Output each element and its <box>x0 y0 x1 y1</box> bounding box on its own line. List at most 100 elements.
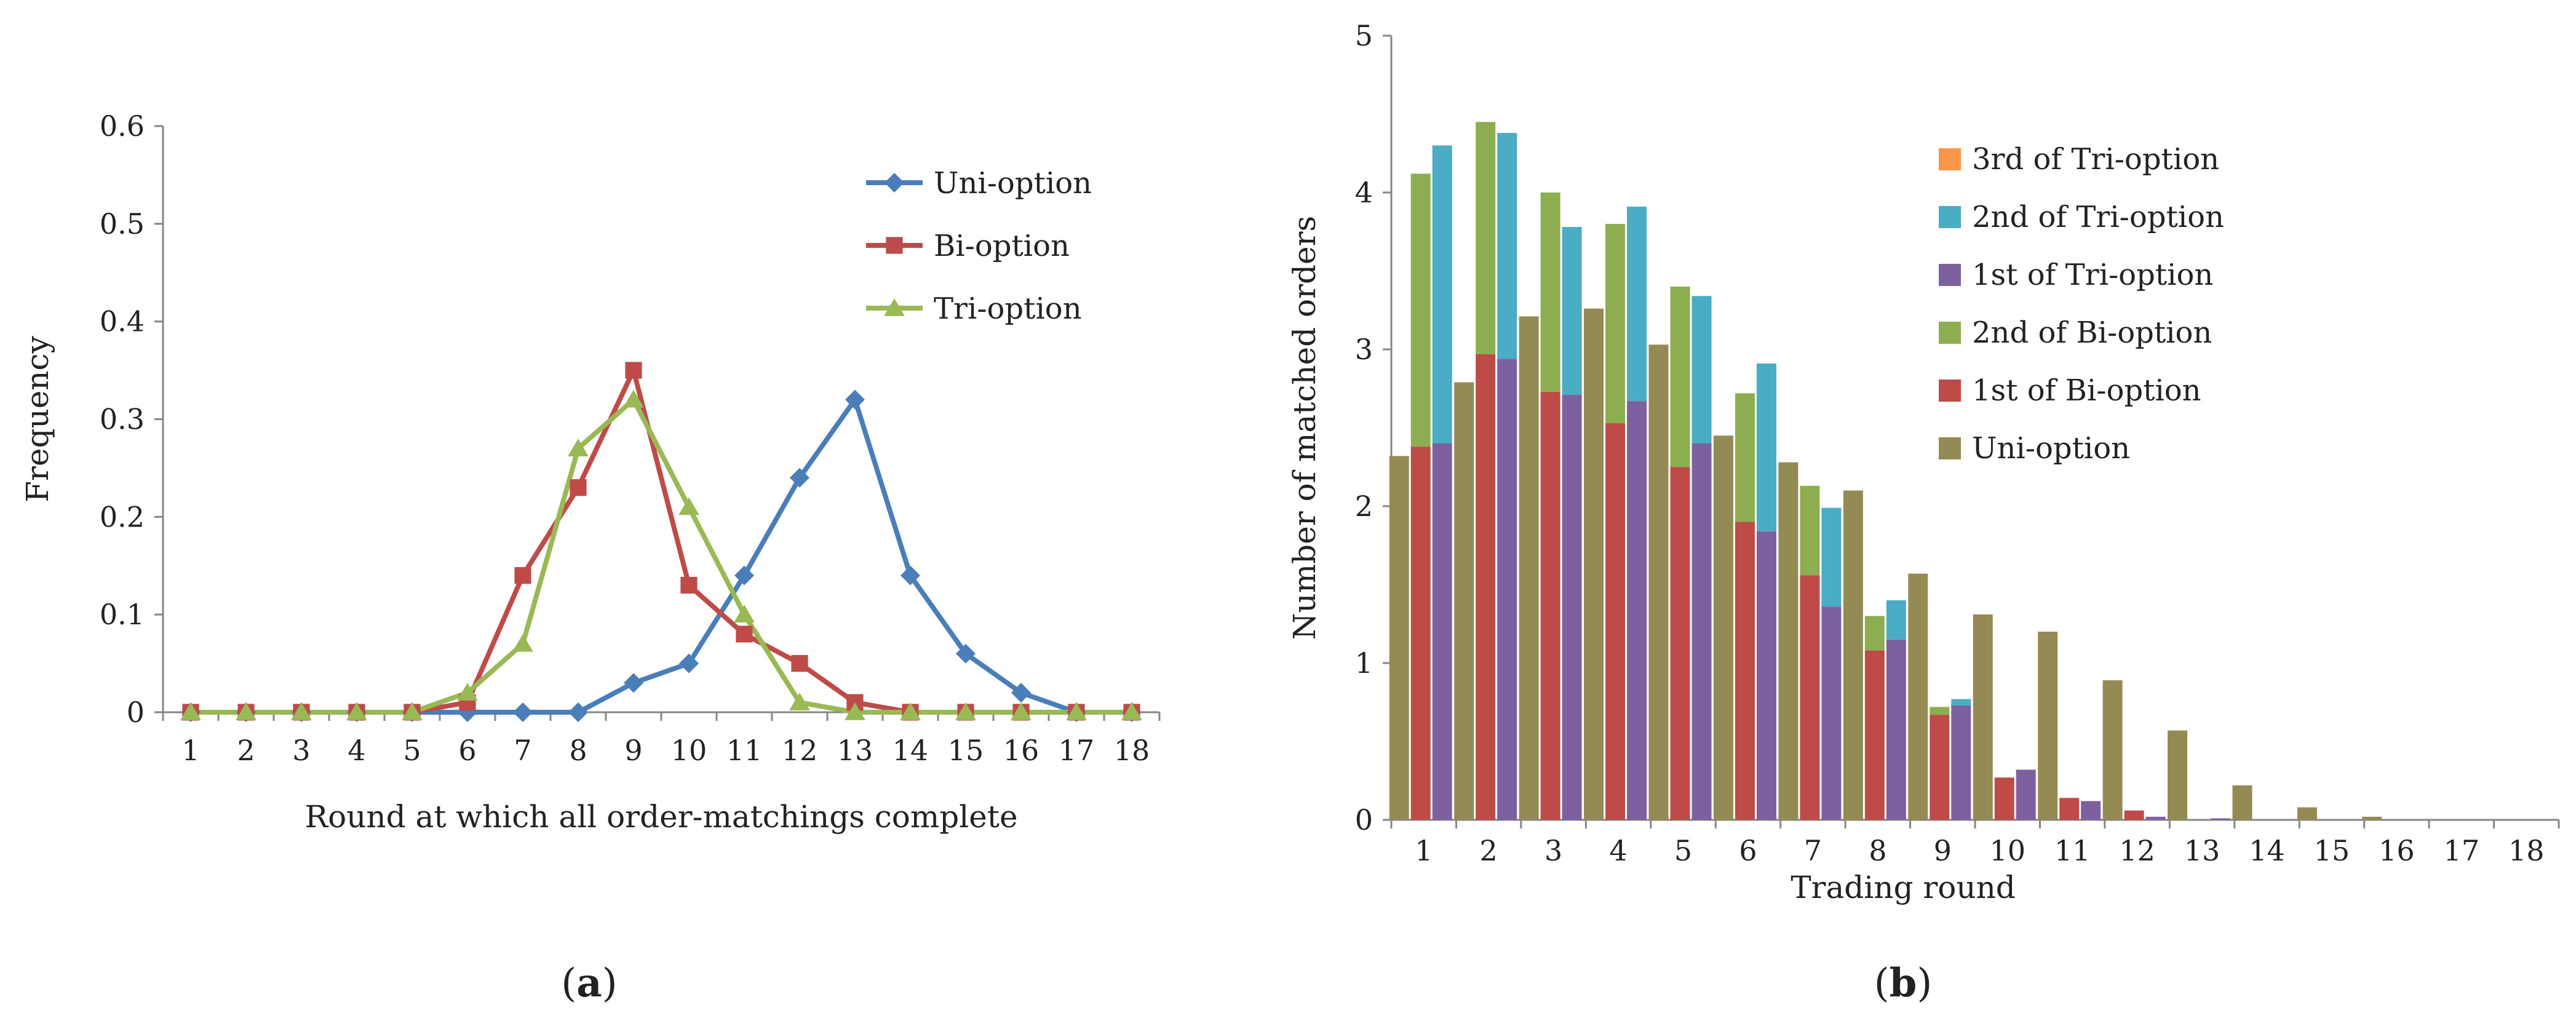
x-tick-label-b: 18 <box>2508 834 2545 867</box>
data-point-tri-option <box>1121 702 1142 720</box>
x-tick-label-a: 7 <box>514 734 531 767</box>
data-point-tri-option <box>568 439 589 456</box>
x-tick-label-b: 6 <box>1739 834 1757 867</box>
data-point-uni-option <box>624 673 643 693</box>
data-point-tri-option <box>734 605 755 622</box>
bar-2nd-of-bi-option <box>1735 393 1755 522</box>
bar-1st-of-tri-option <box>1821 606 1842 820</box>
data-point-uni-option <box>679 653 699 673</box>
bar-1st-of-bi-option <box>1930 715 1950 820</box>
bar-uni-option <box>1908 573 1928 820</box>
bar-2nd-of-tri-option <box>1951 699 1971 705</box>
data-point-uni-option <box>845 389 865 410</box>
bar-2nd-of-tri-option <box>1691 296 1712 443</box>
legend-label-a: Uni-option <box>934 166 1092 201</box>
legend-marker-tri-option <box>884 298 905 316</box>
data-point-bi-option <box>570 479 587 496</box>
bar-2nd-of-bi-option <box>1605 224 1626 423</box>
data-point-tri-option <box>236 702 256 720</box>
bar-uni-option <box>1584 308 1604 820</box>
x-tick-label-a: 3 <box>292 734 310 767</box>
data-point-tri-option <box>900 702 921 720</box>
bar-1st-of-bi-option <box>1540 391 1560 820</box>
x-tick-label-a: 16 <box>1003 734 1040 767</box>
data-point-tri-option <box>845 702 865 720</box>
bar-1st-of-tri-option <box>1691 443 1712 820</box>
legend-marker-bi-option <box>886 237 903 254</box>
data-point-uni-option <box>900 565 920 586</box>
bar-2nd-of-tri-option <box>1627 206 1647 402</box>
legend-label-a: Tri-option <box>934 292 1082 326</box>
bar-1st-of-tri-option <box>2016 769 2036 820</box>
bar-1st-of-tri-option <box>1886 639 1906 820</box>
bar-2nd-of-tri-option <box>1886 600 1906 640</box>
x-tick-label-a: 4 <box>348 734 365 767</box>
bar-1st-of-tri-option <box>2081 801 2101 820</box>
bar-1st-of-bi-option <box>1800 575 1820 820</box>
bar-uni-option <box>2232 785 2252 820</box>
x-tick-label-a: 8 <box>569 734 587 767</box>
x-tick-label-a: 15 <box>948 734 984 767</box>
bar-1st-of-tri-option <box>1627 401 1647 820</box>
x-tick-label-b: 12 <box>2119 834 2155 867</box>
data-point-uni-option <box>790 467 809 488</box>
data-point-uni-option <box>568 702 588 722</box>
data-point-tri-option <box>678 497 699 515</box>
legend-swatch-1st-of-tri-option <box>1939 264 1961 286</box>
legend-label-a: Bi-option <box>934 229 1070 263</box>
data-point-uni-option <box>1011 683 1031 703</box>
y-tick-label-b: 5 <box>1355 19 1373 52</box>
bar-uni-option <box>2362 816 2382 820</box>
data-point-bi-option <box>680 576 698 594</box>
bar-uni-option <box>2168 730 2188 820</box>
x-tick-label-b: 9 <box>1934 834 1952 867</box>
x-tick-label-a: 18 <box>1114 734 1150 767</box>
y-axis-label-b: Number of matched orders <box>1287 216 1322 640</box>
y-tick-label-a: 0.3 <box>100 403 145 436</box>
series-line-bi-option <box>191 368 1132 715</box>
y-tick-label-b: 4 <box>1355 176 1373 209</box>
data-point-uni-option <box>956 643 976 664</box>
bar-1st-of-tri-option <box>1432 443 1452 820</box>
bar-1st-of-tri-option <box>1562 394 1582 820</box>
legend-label-b: 2nd of Tri-option <box>1972 200 2224 234</box>
bar-1st-of-bi-option <box>1670 467 1690 820</box>
data-point-tri-option <box>291 702 312 720</box>
legend-label-b: 3rd of Tri-option <box>1972 142 2219 177</box>
bar-1st-of-tri-option <box>2211 818 2231 820</box>
data-point-bi-option <box>514 567 531 584</box>
x-tick-label-a: 14 <box>892 734 929 767</box>
bar-uni-option <box>2102 680 2123 820</box>
bar-2nd-of-tri-option <box>1821 507 1842 607</box>
x-tick-label-b: 4 <box>1609 834 1627 867</box>
bar-2nd-of-bi-option <box>1410 173 1431 447</box>
x-tick-label-b: 3 <box>1544 834 1562 867</box>
x-tick-label-b: 13 <box>2184 834 2220 867</box>
series-line-uni-option <box>191 397 1132 715</box>
x-tick-label-b: 8 <box>1869 834 1886 867</box>
x-axis-label-a: Round at which all order-matchings compl… <box>304 799 1017 835</box>
y-axis-label-a: Frequency <box>20 336 55 503</box>
caption-a: (a) <box>561 960 617 1006</box>
bar-2nd-of-bi-option <box>1670 287 1690 467</box>
x-tick-label-a: 5 <box>403 734 421 767</box>
series-line-tri-option <box>191 397 1132 715</box>
x-tick-label-b: 16 <box>2379 834 2415 867</box>
y-tick-label-a: 0.5 <box>100 207 145 240</box>
data-point-tri-option <box>512 634 533 652</box>
x-tick-label-b: 7 <box>1804 834 1822 867</box>
bar-1st-of-bi-option <box>1410 447 1431 820</box>
bar-uni-option <box>2038 632 2058 820</box>
data-point-uni-option <box>513 702 533 722</box>
bar-2nd-of-bi-option <box>1540 193 1560 392</box>
x-tick-label-b: 15 <box>2314 834 2350 867</box>
bar-2nd-of-tri-option <box>1432 145 1452 443</box>
y-tick-label-a: 0 <box>127 696 145 729</box>
x-tick-label-b: 5 <box>1674 834 1692 867</box>
data-point-tri-option <box>346 702 367 720</box>
data-point-uni-option <box>734 565 754 586</box>
bar-uni-option <box>1454 382 1474 820</box>
data-point-bi-option <box>791 654 808 672</box>
legend-label-b: 1st of Bi-option <box>1972 373 2201 408</box>
